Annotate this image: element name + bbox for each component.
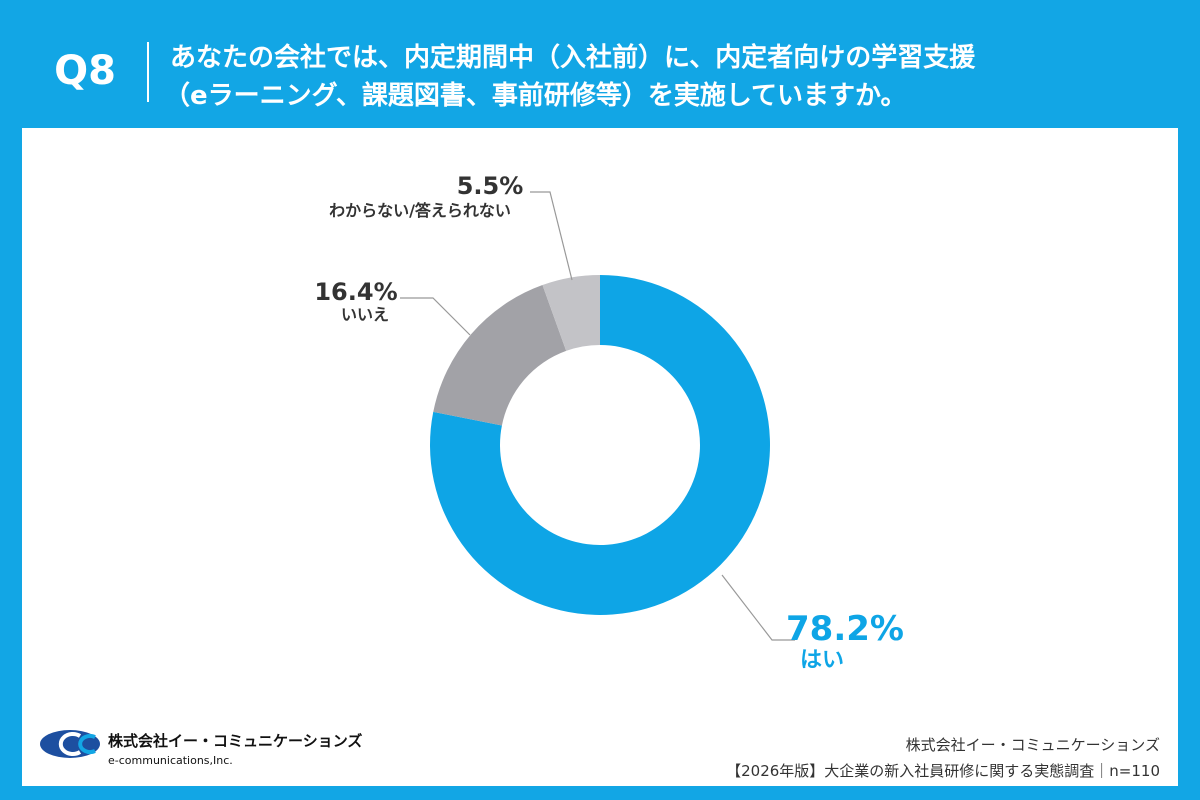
logo-sub: e-communications,Inc. bbox=[108, 754, 233, 767]
question-line: （eラーニング、課題図書、事前研修等）を実施していますか。 bbox=[164, 80, 907, 111]
donut-segment bbox=[433, 285, 567, 426]
donut-segment bbox=[542, 275, 600, 351]
question-number: Q8 bbox=[54, 48, 116, 94]
logo-mark bbox=[58, 732, 82, 756]
value-label: 5.5% bbox=[457, 172, 524, 200]
logo bbox=[40, 730, 100, 758]
category-label: いいえ bbox=[341, 305, 389, 324]
category-label: はい bbox=[800, 648, 844, 673]
value-label: 16.4% bbox=[314, 278, 397, 306]
question-line: あなたの会社では、内定期間中（入社前）に、内定者向けの学習支援 bbox=[170, 42, 976, 73]
footer-company: 株式会社イー・コミュニケーションズ bbox=[906, 736, 1160, 754]
leader-line bbox=[721, 574, 795, 641]
panel bbox=[22, 128, 1178, 786]
logo-mark bbox=[78, 734, 96, 754]
leader-line bbox=[400, 297, 471, 336]
category-label: わからない/答えられない bbox=[329, 201, 511, 220]
donut-segment bbox=[430, 275, 771, 616]
footer-source: 【2026年版】大企業の新入社員研修に関する実態調査｜n=110 bbox=[726, 762, 1160, 780]
value-label: 78.2% bbox=[786, 609, 904, 649]
leader-line bbox=[530, 191, 573, 281]
logo-name: 株式会社イー・コミュニケーションズ bbox=[108, 732, 362, 750]
